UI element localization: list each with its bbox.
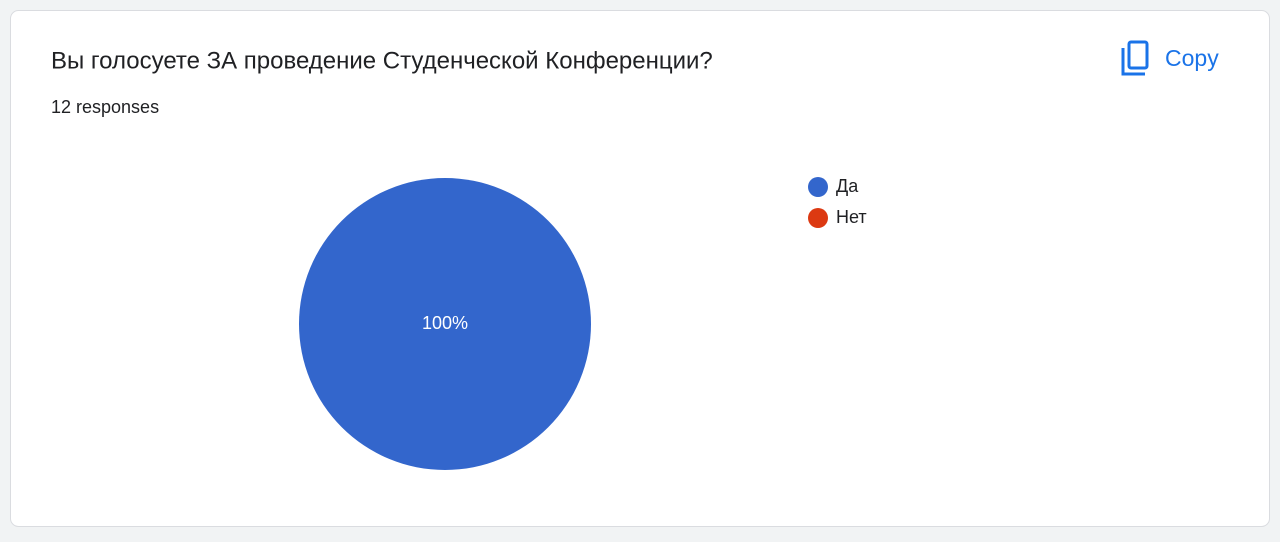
legend-label: Нет [836,207,867,227]
legend-swatch [808,177,828,197]
copy-icon [1121,40,1149,76]
legend-swatch [808,208,828,228]
slice-label: 100% [422,313,468,333]
copy-label: Copy [1165,45,1219,71]
card [10,10,1270,527]
copy-button[interactable]: Copy [1121,40,1219,76]
legend-label: Да [836,176,859,196]
chart-title: Вы голосуете ЗА проведение Студенческой … [51,47,713,74]
response-count: 12 responses [51,97,159,117]
pie-slice [299,178,591,470]
